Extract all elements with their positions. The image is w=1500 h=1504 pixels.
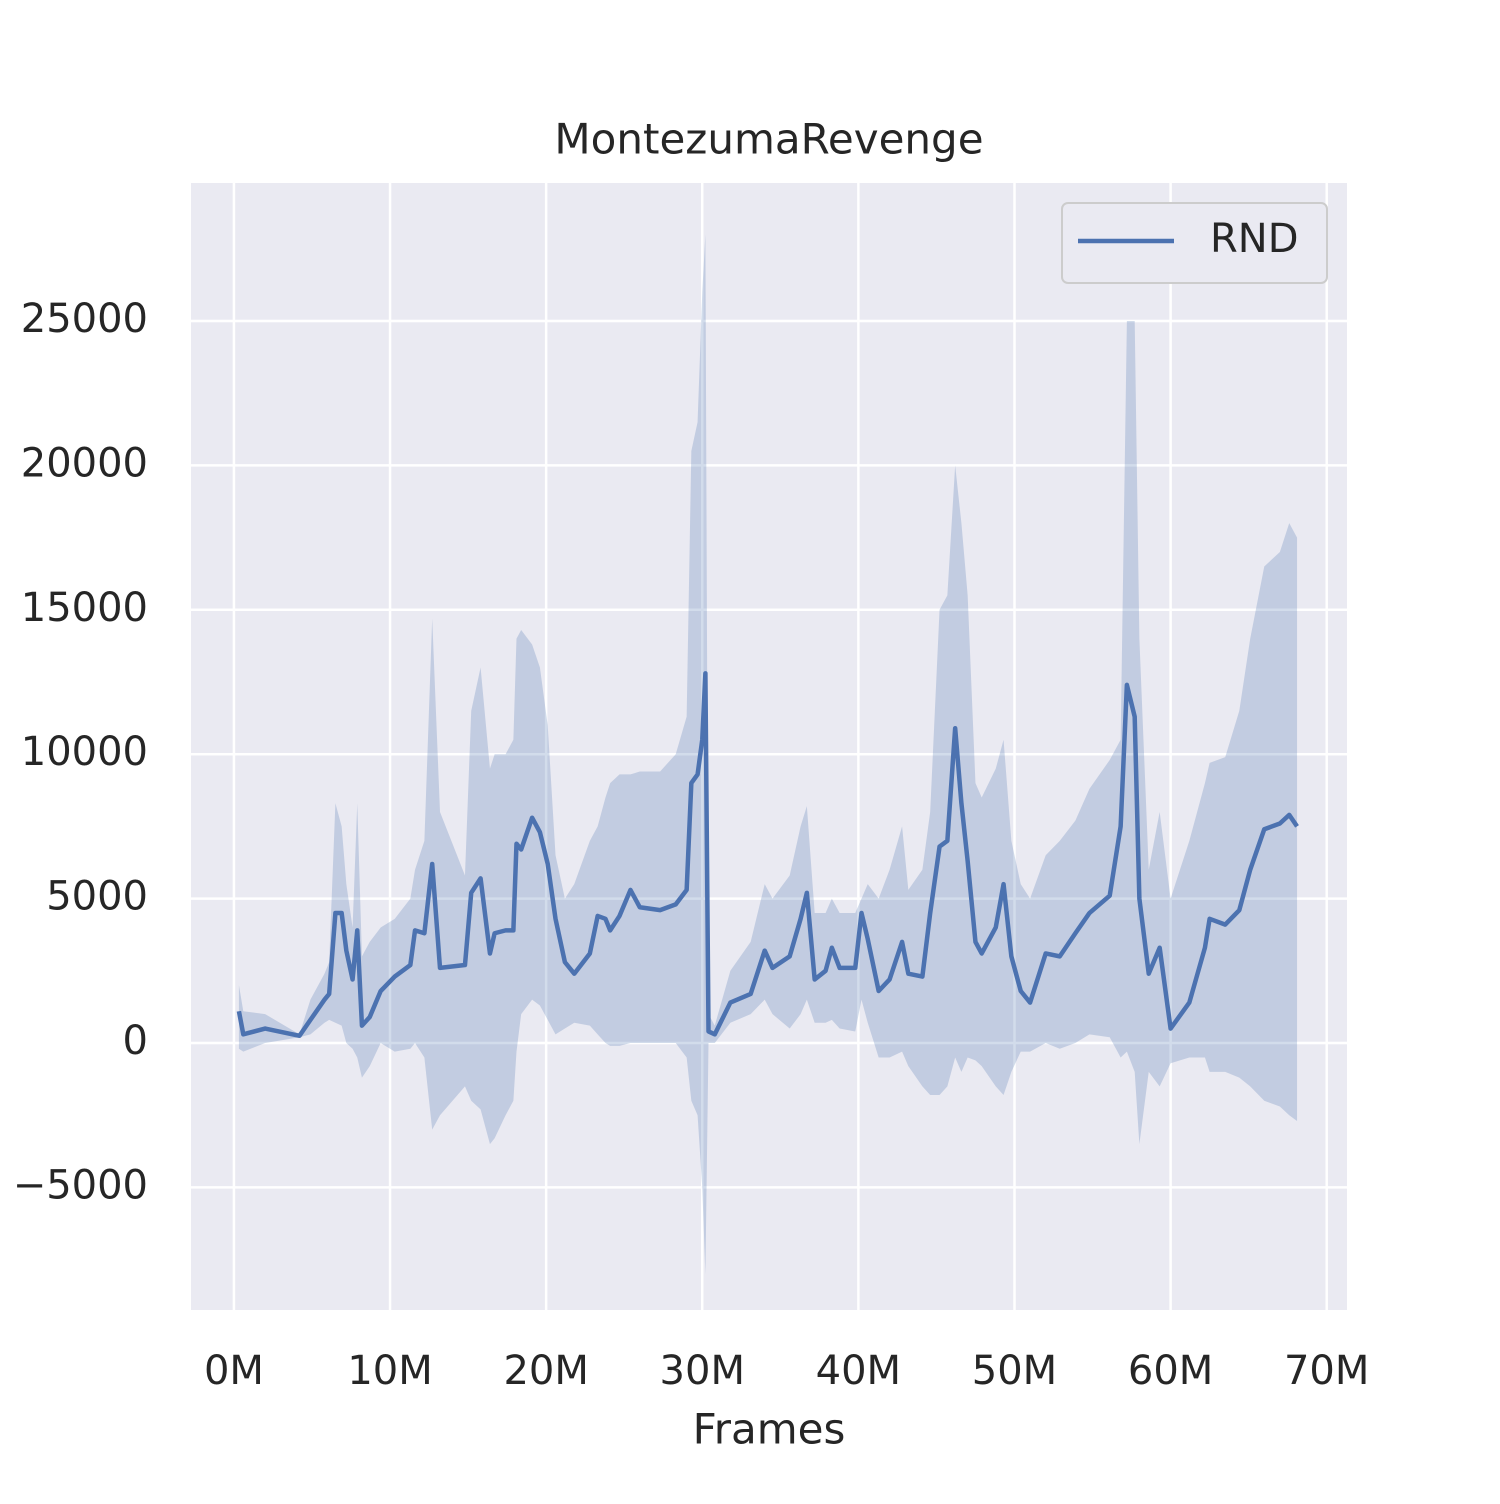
y-tick-label: 25000 <box>21 296 148 342</box>
confidence-band <box>238 234 1298 1275</box>
legend-box <box>1061 202 1328 284</box>
x-tick-label: 60M <box>1128 1348 1213 1394</box>
x-tick-label: 0M <box>204 1348 264 1394</box>
x-tick-label: 50M <box>972 1348 1057 1394</box>
line <box>236 671 1299 1039</box>
y-tick-label: 10000 <box>21 729 148 775</box>
y-tick-label: 20000 <box>21 440 148 486</box>
chart-title: MontezumaRevenge <box>554 115 983 164</box>
legend-label: RND <box>1210 216 1299 262</box>
plot-background <box>191 183 1347 1310</box>
x-tick-label: 10M <box>347 1348 432 1394</box>
x-tick-label: 70M <box>1284 1348 1369 1394</box>
x-tick-label: 40M <box>816 1348 901 1394</box>
y-tick-label: 15000 <box>21 585 148 631</box>
grid <box>191 183 1347 1310</box>
x-tick-label: 20M <box>503 1348 588 1394</box>
y-tick-label: 5000 <box>46 874 148 920</box>
legend: RND <box>1061 202 1328 284</box>
marks <box>236 234 1299 1275</box>
x-axis-label: Frames <box>693 1405 846 1454</box>
y-tick-label: −5000 <box>13 1162 148 1208</box>
y-tick-label: 0 <box>123 1018 148 1064</box>
x-tick-label: 30M <box>660 1348 745 1394</box>
